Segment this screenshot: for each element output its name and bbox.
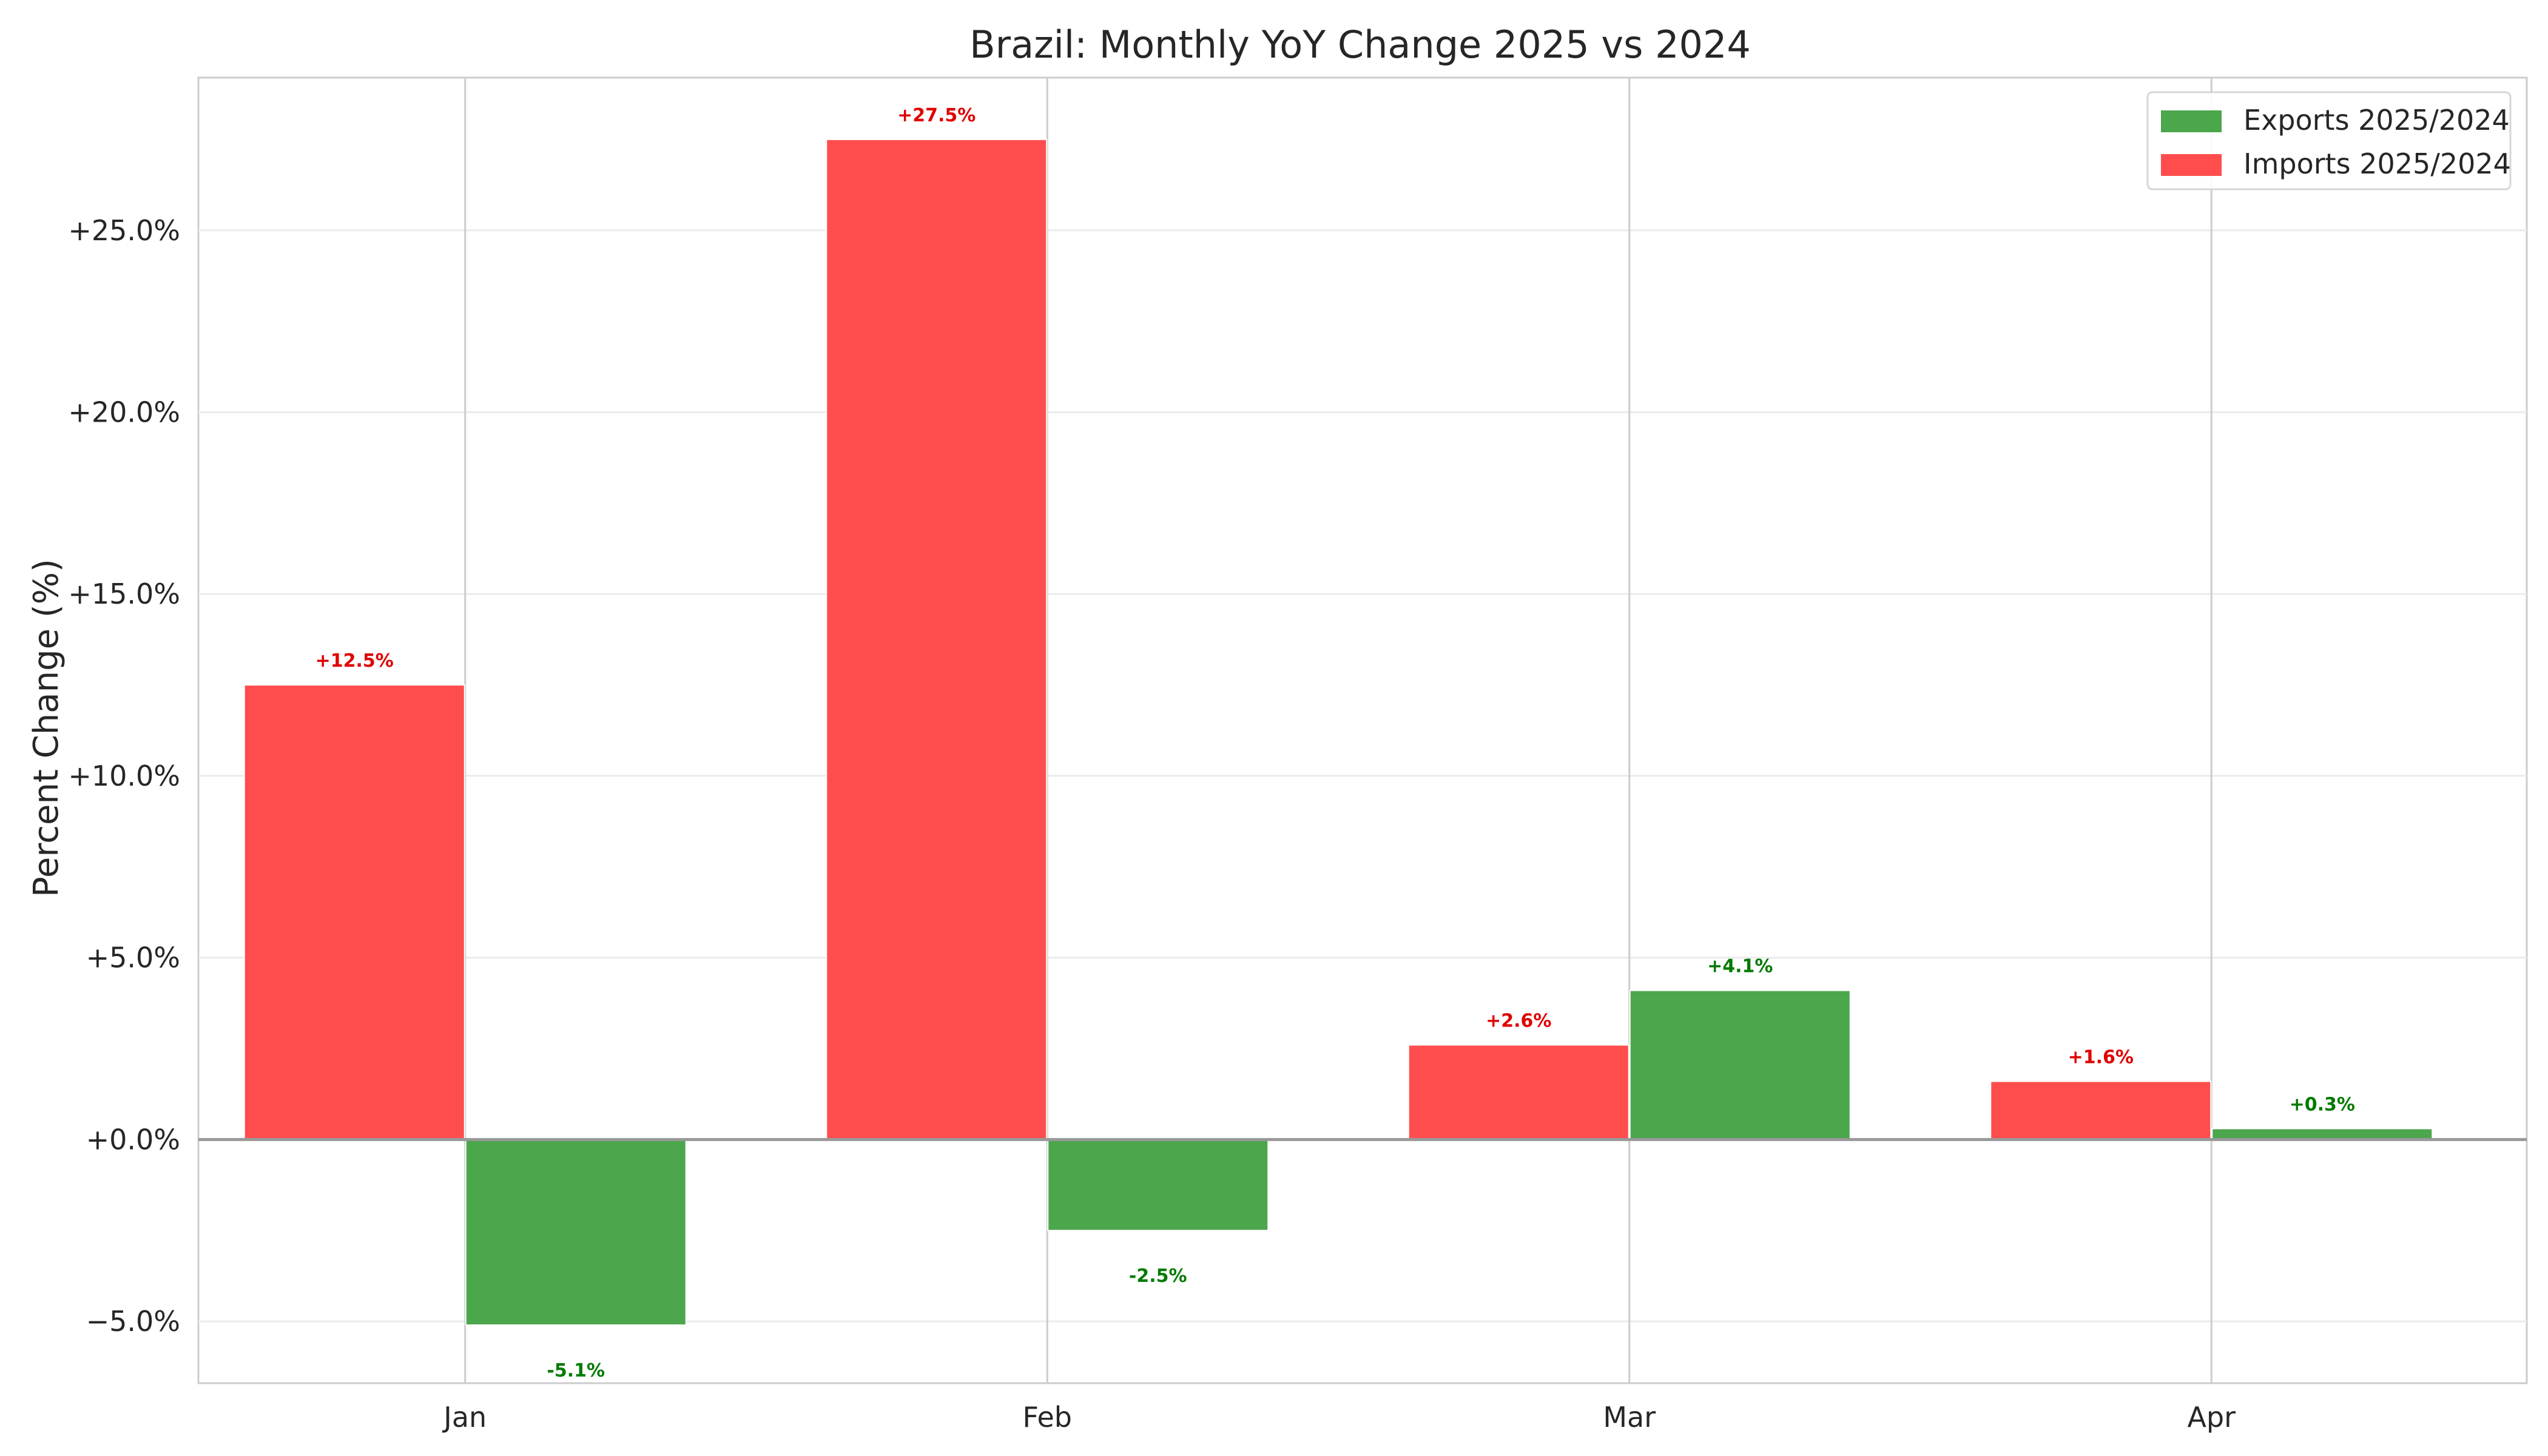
legend-entry-label: Imports 2025/2024	[2243, 147, 2511, 180]
exports-bar-mar	[1629, 989, 1851, 1141]
y-tick-label: +0.0%	[86, 1123, 180, 1156]
x-tick-label: Mar	[1603, 1401, 1656, 1434]
plot-area: −5.0% +0.0% +5.0% +10.0% +15.0% +20.0% +25.0% J…	[68, 76, 2528, 1434]
y-tick-label: +15.0%	[68, 578, 180, 610]
y-tick-label: +20.0%	[68, 396, 180, 428]
y-tick-label: +10.0%	[68, 760, 180, 792]
y-tick-label: −5.0%	[86, 1305, 180, 1338]
imports-bar-apr	[1990, 1080, 2212, 1141]
imports-data-label: +2.6%	[1486, 1011, 1551, 1032]
imports-data-label: +1.6%	[2068, 1046, 2134, 1068]
exports-bar-apr	[2211, 1128, 2433, 1141]
exports-bar-feb	[1047, 1139, 1269, 1232]
y-tick-label: +5.0%	[86, 942, 180, 974]
y-axis-label: Percent Change (%)	[27, 559, 66, 897]
exports-bar-jan	[465, 1139, 687, 1326]
y-tick-label: +25.0%	[68, 214, 180, 247]
exports-data-label: +4.1%	[1707, 956, 1773, 977]
imports-bar-mar	[1407, 1044, 1630, 1141]
x-tick-label: Apr	[2187, 1401, 2236, 1434]
imports-data-label: +12.5%	[315, 650, 394, 672]
legend-box	[2146, 91, 2512, 190]
chart-title: Brazil: Monthly YoY Change 2025 vs 2024	[969, 22, 1751, 67]
legend-entry-label: Exports 2025/2024	[2243, 104, 2510, 136]
exports-data-label: +0.3%	[2290, 1094, 2355, 1115]
imports-bar-jan	[243, 684, 465, 1141]
imports-data-label: +27.5%	[897, 105, 976, 126]
legend-swatch	[2161, 154, 2222, 176]
imports-bar-feb	[826, 138, 1048, 1141]
exports-data-label: -2.5%	[1129, 1266, 1187, 1287]
x-tick-label: Feb	[1023, 1401, 1072, 1434]
legend-swatch	[2161, 110, 2222, 132]
x-tick-label: Jan	[442, 1401, 487, 1434]
exports-data-label: -5.1%	[547, 1360, 605, 1381]
